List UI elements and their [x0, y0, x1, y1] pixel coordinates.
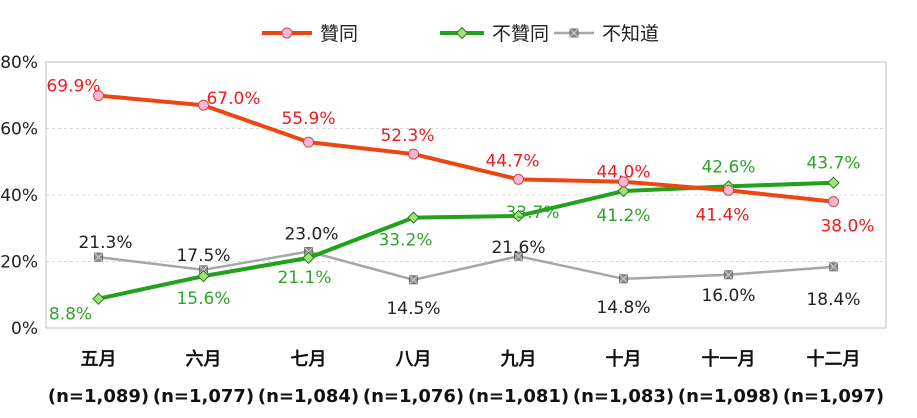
- data-point: [618, 176, 629, 188]
- data-label: 14.5%: [386, 299, 440, 319]
- series-layer: [92, 90, 840, 305]
- x-category-label: 九月: [500, 349, 537, 370]
- data-label: 41.2%: [596, 206, 650, 226]
- data-point: [829, 262, 838, 272]
- data-label: 41.4%: [695, 205, 749, 225]
- x-sample-size-label: (n=1,097): [783, 386, 884, 407]
- legend-marker: [281, 27, 293, 39]
- data-point: [304, 247, 313, 257]
- data-label: 23.0%: [284, 225, 338, 245]
- x-sample-size-label: (n=1,077): [153, 386, 254, 407]
- data-label: 17.5%: [176, 246, 230, 266]
- data-point: [724, 270, 733, 280]
- data-point: [407, 211, 420, 224]
- series-line-2: [98, 250, 834, 282]
- x-category-label: 十一月: [702, 348, 756, 370]
- x-sample-size-label: (n=1,083): [573, 386, 674, 407]
- data-label: 44.7%: [485, 151, 539, 171]
- data-labels: 69.9% 67.0% 55.9% 52.3% 44.7% 44.0% 41.4% 38.0%…: [46, 77, 874, 325]
- x-sample-size-label: (n=1,084): [258, 386, 359, 407]
- data-label: 21.3%: [78, 233, 132, 253]
- data-label: 8.8%: [49, 305, 92, 325]
- plot-frame: [45, 61, 887, 329]
- legend-label: 不知道: [602, 23, 659, 45]
- data-label: 33.7%: [505, 203, 559, 223]
- data-point: [302, 251, 315, 265]
- y-axis-ticks: 0% 20% 40% 60% 80%: [0, 53, 38, 339]
- data-label: 38.0%: [820, 217, 874, 237]
- data-point: [619, 274, 628, 284]
- data-label: 15.6%: [176, 289, 230, 309]
- data-point: [94, 252, 103, 262]
- data-label: 18.4%: [806, 290, 860, 310]
- data-label: 16.0%: [701, 286, 755, 306]
- legend-label: 不贊同: [492, 23, 549, 45]
- data-point: [828, 196, 839, 208]
- data-point: [303, 136, 314, 148]
- gridlines: [46, 128, 886, 262]
- y-tick-label: 20%: [0, 253, 38, 273]
- legend-marker: [455, 26, 469, 40]
- data-point: [408, 148, 419, 160]
- y-tick-label: 40%: [0, 186, 38, 206]
- data-point: [409, 275, 418, 285]
- data-label: 43.7%: [806, 154, 860, 174]
- x-category-label: 十二月: [807, 348, 861, 370]
- data-label: 21.1%: [277, 268, 331, 288]
- x-axis-categories: 五月 (n=1,089) 六月 (n=1,077) 七月 (n=1,084) 八月 (n=1,…: [48, 348, 884, 407]
- x-sample-size-label: (n=1,089): [48, 386, 149, 407]
- data-label: 33.2%: [378, 231, 432, 251]
- x-category-label: 六月: [186, 348, 222, 370]
- data-point: [512, 209, 525, 223]
- data-point: [513, 173, 524, 185]
- data-label: 67.0%: [206, 89, 260, 109]
- y-tick-label: 80%: [0, 53, 38, 73]
- data-point: [827, 176, 840, 189]
- legend-label: 贊同: [320, 23, 358, 45]
- x-sample-size-label: (n=1,076): [363, 386, 464, 407]
- x-category-label: 五月: [81, 349, 117, 370]
- data-label: 52.3%: [380, 126, 434, 146]
- data-point: [514, 251, 523, 261]
- data-point: [197, 269, 210, 283]
- x-category-label: 十月: [606, 348, 642, 370]
- x-category-label: 八月: [396, 349, 432, 370]
- data-point: [617, 184, 630, 198]
- x-sample-size-label: (n=1,098): [678, 386, 779, 407]
- data-label: 21.6%: [491, 238, 545, 258]
- y-tick-label: 60%: [0, 120, 38, 140]
- data-point: [198, 99, 209, 111]
- legend-marker: [569, 28, 579, 38]
- data-point: [723, 184, 734, 196]
- y-tick-label: 0%: [11, 319, 38, 339]
- data-label: 44.0%: [596, 163, 650, 183]
- data-label: 69.9%: [46, 77, 100, 97]
- data-label: 42.6%: [701, 157, 755, 177]
- data-label: 14.8%: [596, 298, 650, 318]
- series-line-0: [98, 93, 834, 204]
- data-point: [92, 292, 105, 305]
- x-sample-size-label: (n=1,081): [468, 386, 569, 407]
- data-point: [93, 90, 104, 102]
- legend: 贊同 不贊同 不知道: [262, 23, 659, 45]
- x-category-label: 七月: [291, 349, 327, 370]
- data-label: 55.9%: [281, 109, 335, 129]
- series-line-1: [98, 180, 834, 301]
